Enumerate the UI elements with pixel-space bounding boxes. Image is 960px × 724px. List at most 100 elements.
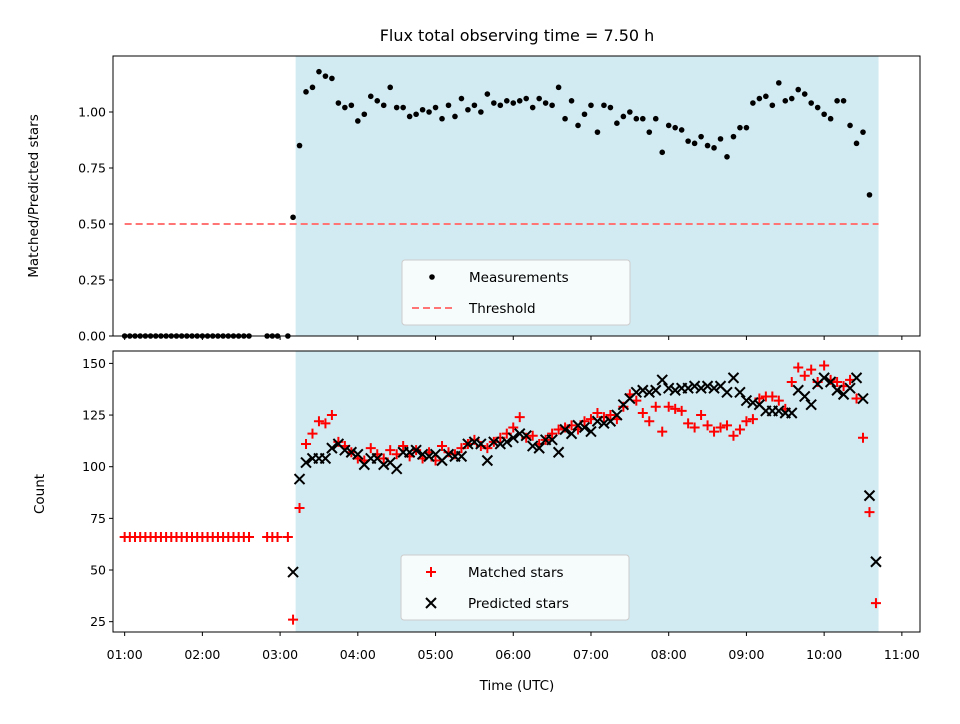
measurement-point — [607, 104, 614, 111]
predicted-star-point — [559, 423, 571, 436]
y-tick-label: 125 — [82, 408, 106, 423]
measurement-point — [691, 140, 698, 147]
matched-star-point — [676, 405, 687, 416]
matched-star-point — [864, 507, 875, 518]
predicted-star-point — [598, 417, 610, 430]
measurement-point — [743, 124, 750, 131]
matched-star-point — [365, 443, 376, 454]
predicted-star-point — [494, 438, 507, 450]
measurement-point — [594, 129, 601, 135]
predicted-star-point — [455, 450, 468, 463]
predicted-star-point — [669, 384, 681, 396]
predicted-star-point — [339, 444, 351, 456]
measurement-point — [860, 129, 866, 135]
matched-star-point — [592, 407, 603, 418]
predicted-star-point — [345, 446, 358, 458]
measurement-point — [536, 95, 542, 102]
measurement-point — [821, 111, 827, 118]
chart-title: Flux total observing time = 7.50 h — [380, 26, 655, 45]
predicted-star-point — [442, 448, 455, 461]
predicted-star-point — [526, 440, 539, 452]
predicted-star-point — [481, 454, 494, 467]
measurement-point — [704, 142, 711, 149]
legend-box — [401, 259, 631, 326]
y-tick-label: 0.00 — [78, 329, 106, 344]
measurement-point — [361, 111, 368, 118]
predicted-star-point — [287, 566, 299, 578]
measurement-point — [426, 109, 432, 115]
measurement-point — [639, 115, 646, 122]
matched-star-point — [832, 376, 843, 387]
y-tick-label: 50 — [90, 563, 106, 578]
measurement-point — [510, 100, 517, 106]
legend-box — [400, 554, 630, 621]
measurement-point — [523, 95, 530, 102]
measurement-point — [724, 154, 730, 160]
y-tick-label: 150 — [82, 356, 106, 371]
predicted-star-point — [818, 372, 830, 384]
legend-label: Measurements — [469, 270, 569, 286]
measurement-point — [717, 136, 724, 142]
x-tick-label: 01:00 — [107, 647, 143, 662]
x-tick-label: 03:00 — [262, 647, 298, 662]
matched-star-point — [294, 503, 305, 514]
x-tick-label: 02:00 — [184, 647, 220, 662]
measurement-point — [400, 104, 406, 111]
measurement-point — [348, 102, 355, 109]
predicted-star-point — [630, 386, 643, 399]
predicted-star-point — [468, 436, 481, 448]
matched-star-point — [301, 438, 312, 449]
matched-star-point — [663, 401, 674, 412]
measurement-point — [782, 98, 789, 104]
measurement-point — [406, 113, 413, 120]
measurement-point — [776, 80, 782, 86]
measurement-point — [834, 98, 840, 104]
y-tick-label: 1.00 — [78, 105, 106, 120]
measurement-point — [801, 91, 808, 97]
predicted-star-point — [585, 425, 597, 438]
matched-star-point — [851, 393, 862, 404]
matched-star-point — [734, 424, 745, 435]
predicted-star-point — [520, 430, 532, 442]
count-panel: Time (UTC) Count 25 50 75 100 125 150 01:00 02:… — [32, 350, 921, 694]
predicted-star-point — [747, 396, 759, 409]
predicted-star-point — [403, 446, 416, 458]
x-tick-label: 08:00 — [651, 647, 687, 662]
predicted-star-point — [643, 386, 655, 399]
measurement-point — [659, 149, 666, 156]
measurement-point — [756, 95, 763, 102]
measurement-point — [342, 104, 348, 111]
matched-star-point — [313, 416, 324, 427]
matched-star-point — [773, 395, 784, 406]
axes-frame — [112, 55, 921, 337]
predicted-star-point — [488, 436, 500, 448]
predicted-star-point — [695, 382, 707, 394]
measurement-point — [497, 102, 504, 109]
matched-star-point — [657, 426, 668, 437]
measurement-point — [866, 192, 873, 198]
matched-star-point — [437, 441, 448, 452]
predicted-star-point — [708, 382, 720, 394]
predicted-star-point — [546, 434, 558, 446]
legend-dot-icon — [429, 274, 435, 280]
matched-star-point — [398, 441, 409, 452]
legend-plus-icon — [426, 567, 436, 577]
matched-star-point — [709, 426, 720, 437]
predicted-star-point — [701, 380, 714, 392]
matched-star-point — [644, 416, 655, 427]
measurement-point — [581, 111, 588, 118]
predicted-star-point — [501, 436, 513, 448]
predicted-star-point — [857, 392, 869, 405]
measurement-point — [601, 102, 607, 109]
matched-star-point — [870, 598, 881, 609]
y-tick-label: 100 — [82, 459, 106, 474]
x-tick-label: 09:00 — [728, 647, 764, 662]
matched-star-point — [819, 360, 830, 371]
measurement-point — [730, 133, 737, 140]
measurement-point — [568, 98, 575, 104]
y-tick-label: 0.75 — [78, 161, 106, 176]
predicted-star-point — [293, 473, 306, 485]
measurement-point — [698, 133, 704, 140]
matched-star-point — [799, 370, 810, 381]
